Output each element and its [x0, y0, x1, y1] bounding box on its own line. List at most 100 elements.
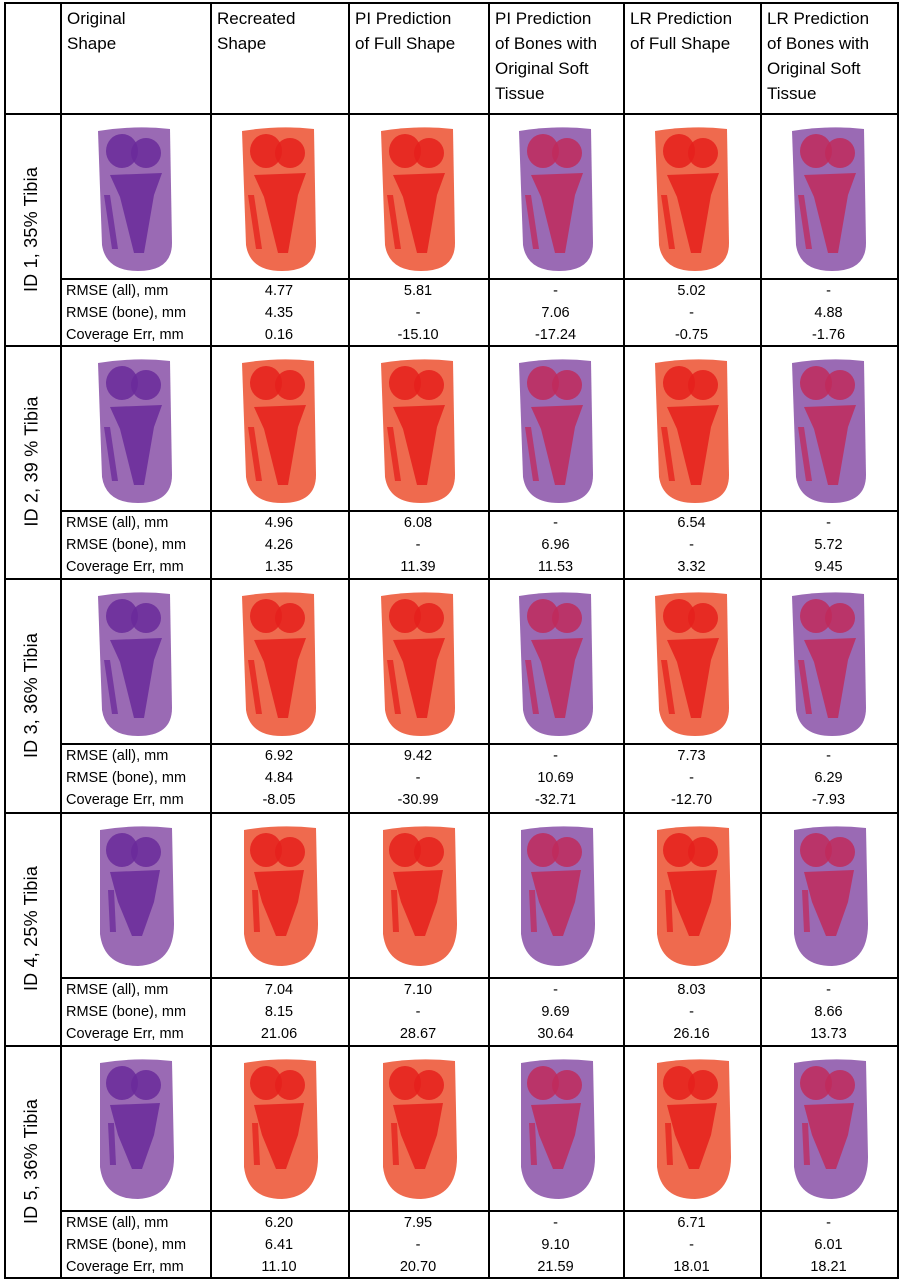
metric-value: -32.71 [534, 792, 577, 808]
column-header-5: LR Prediction of Full Shape [630, 9, 733, 53]
metric-value: -8.05 [262, 792, 296, 808]
residual-limb-shape [242, 592, 316, 736]
residual-limb-shape [100, 826, 174, 966]
metric-value: 6.29 [814, 770, 843, 786]
grid-hline-metrics [60, 743, 899, 745]
metric-value: 11.53 [537, 559, 574, 575]
metric-value: 7.95 [403, 1215, 433, 1231]
metric-value: 20.70 [399, 1259, 437, 1275]
metric-value: - [826, 748, 831, 764]
metric-value: - [553, 1215, 558, 1231]
metric-value: 21.06 [260, 1026, 298, 1042]
metric-value: 11.39 [400, 559, 436, 575]
residual-limb-shape [242, 359, 316, 503]
metric-value: 26.16 [673, 1026, 710, 1042]
residual-limb-shape [656, 826, 731, 966]
grid-hline-metrics [60, 1210, 899, 1212]
residual-limb-shape [98, 127, 172, 272]
metric-value: - [689, 770, 694, 786]
residual-limb-shape [381, 592, 455, 736]
shape-image [784, 824, 874, 974]
metric-value: 4.96 [264, 515, 294, 531]
row-label-text: ID 3, 36% Tibia [21, 632, 42, 758]
metric-value: 13.73 [810, 1026, 847, 1042]
grid-hline-metrics [60, 510, 899, 512]
shape-image [784, 590, 874, 740]
metric-value: 6.01 [814, 1237, 843, 1253]
metric-value: -30.99 [397, 792, 439, 808]
metric-value: - [553, 283, 558, 299]
metric-value: 6.41 [264, 1237, 294, 1253]
metric-value: 6.20 [264, 1215, 294, 1231]
grid-hline-row [4, 1045, 899, 1047]
metric-label: RMSE (all), mm [66, 283, 169, 299]
residual-limb-shape [654, 359, 729, 503]
shape-image [373, 1057, 463, 1207]
metric-value: 9.45 [814, 559, 843, 575]
shape-image [234, 125, 324, 275]
grid-vline [348, 2, 350, 1278]
shape-image [784, 125, 874, 275]
residual-limb-shape [383, 826, 457, 966]
metric-value: 18.01 [673, 1259, 710, 1275]
metric-label: Coverage Err, mm [66, 559, 184, 575]
residual-limb-shape [98, 359, 172, 503]
row-label: ID 2, 39 % Tibia [12, 345, 52, 578]
metric-value: -1.76 [811, 327, 846, 343]
residual-limb-shape [383, 1059, 457, 1199]
shape-image [90, 824, 180, 974]
metric-value: - [689, 1004, 694, 1020]
metric-value: 6.71 [677, 1215, 706, 1231]
shape-image [647, 590, 737, 740]
residual-limb-shape [381, 127, 455, 272]
metric-label: Coverage Err, mm [66, 1259, 184, 1275]
shape-image [784, 1057, 874, 1207]
metric-label: Coverage Err, mm [66, 792, 184, 808]
metric-value: 7.73 [677, 748, 706, 764]
metric-value: 21.59 [537, 1259, 574, 1275]
metric-value: 30.64 [537, 1026, 574, 1042]
metric-value: 11.10 [261, 1259, 297, 1275]
shape-image [784, 357, 874, 507]
grid-hline-top [4, 2, 899, 4]
residual-limb-shape [242, 127, 316, 272]
residual-limb-shape [520, 826, 595, 966]
shape-image [647, 125, 737, 275]
metric-label: RMSE (bone), mm [66, 537, 187, 553]
metric-label: RMSE (all), mm [66, 982, 169, 998]
metric-value: - [826, 1215, 831, 1231]
grid-hline-row [4, 812, 899, 814]
metric-label: Coverage Err, mm [66, 327, 184, 343]
metric-value: - [415, 305, 421, 321]
shape-image [511, 125, 601, 275]
metric-value: - [415, 1237, 421, 1253]
grid-vline [210, 2, 212, 1278]
shape-image [647, 824, 737, 974]
metric-value: - [553, 515, 558, 531]
metric-value: - [689, 537, 694, 553]
row-label: ID 3, 36% Tibia [12, 578, 52, 812]
metric-value: 0.16 [264, 327, 294, 343]
column-header-4: PI Prediction of Bones with Original Sof… [495, 9, 598, 103]
row-label-text: ID 2, 39 % Tibia [21, 396, 42, 527]
residual-limb-shape [244, 826, 318, 966]
metric-value: -0.75 [674, 327, 709, 343]
shape-image [90, 1057, 180, 1207]
metric-label: RMSE (bone), mm [66, 1237, 187, 1253]
metric-value: -7.93 [811, 792, 846, 808]
grid-vline [488, 2, 490, 1278]
residual-limb-shape [518, 592, 593, 736]
metric-value: 5.02 [677, 283, 706, 299]
grid-vline [623, 2, 625, 1278]
metric-value: - [415, 770, 421, 786]
shape-image [511, 357, 601, 507]
shape-image [90, 590, 180, 740]
metric-value: 8.66 [814, 1004, 843, 1020]
metric-value: -17.24 [534, 327, 577, 343]
residual-limb-shape [518, 359, 593, 503]
metric-value: 6.92 [264, 748, 294, 764]
residual-limb-shape [791, 592, 866, 736]
residual-limb-shape [791, 127, 866, 272]
residual-limb-shape [656, 1059, 731, 1199]
